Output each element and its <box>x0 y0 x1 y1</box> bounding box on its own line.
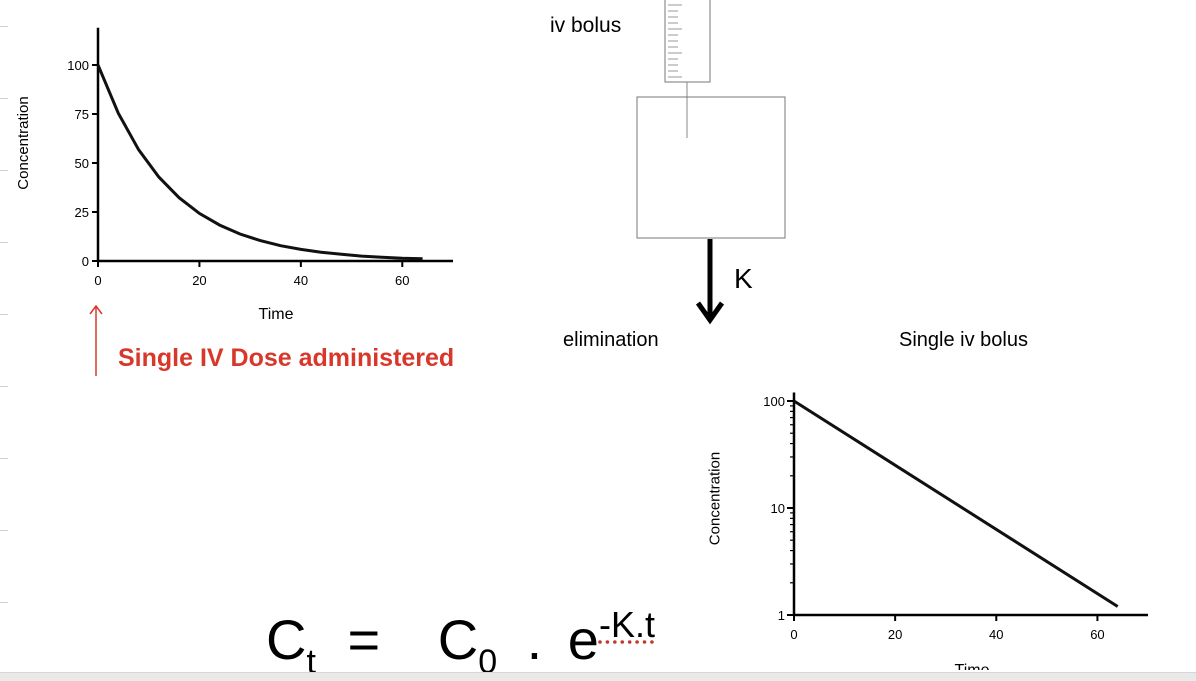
y-tick-label: 10 <box>771 501 785 516</box>
x-tick-label: 0 <box>94 273 101 288</box>
chart-title: Single iv bolus <box>899 329 1028 351</box>
iv-bolus-label: iv bolus <box>550 14 622 37</box>
compartment-box <box>636 96 786 239</box>
x-tick-label: 40 <box>989 627 1003 642</box>
x-tick-label: 60 <box>395 273 409 288</box>
formula-c0-subscript: 0 <box>478 643 498 681</box>
exponential-decay-formula: Ct = C0 . e-K.t <box>266 604 655 681</box>
syringe-icon <box>664 0 711 138</box>
formula-exponent: -K.t <box>598 604 655 645</box>
concentration-curve <box>96 64 423 261</box>
rate-constant-label: K <box>734 263 753 294</box>
x-axis-label: Time <box>955 662 990 670</box>
dose-arrow <box>89 304 103 376</box>
formula-equals: = <box>347 608 381 671</box>
y-axis-label: Concentration <box>706 451 724 546</box>
y-tick-label: 0 <box>82 254 89 269</box>
elimination-arrow <box>695 239 725 325</box>
y-tick-label: 100 <box>67 58 89 73</box>
y-tick-label: 25 <box>75 205 89 220</box>
x-tick-label: 20 <box>192 273 206 288</box>
x-tick-label: 20 <box>888 627 902 642</box>
linear-concentration-chart: 0 25 50 75 100 0 20 40 60 Time Concentration <box>15 27 453 323</box>
formula-lhs-subscript: t <box>306 643 316 681</box>
dose-annotation: Single IV Dose administered <box>118 344 455 372</box>
x-tick-label: 0 <box>790 627 797 642</box>
y-tick-label: 100 <box>763 394 785 409</box>
y-axis-label: Concentration <box>15 96 32 189</box>
x-tick-label: 60 <box>1090 627 1104 642</box>
x-tick-label: 40 <box>294 273 308 288</box>
formula-dot: . <box>526 608 543 671</box>
y-tick-label: 50 <box>75 156 89 171</box>
formula-lhs: C <box>266 608 307 671</box>
y-tick-label: 75 <box>75 107 89 122</box>
compartment-diagram <box>636 0 786 325</box>
log-concentration-line <box>793 399 1119 608</box>
elimination-label: elimination <box>563 329 659 351</box>
formula-base: e <box>567 608 599 671</box>
formula-c0: C <box>437 608 479 671</box>
window-bottom-bar <box>0 672 1196 681</box>
x-axis-label: Time <box>259 306 294 323</box>
y-tick-label: 1 <box>778 608 785 623</box>
left-edge-marks <box>0 0 10 680</box>
